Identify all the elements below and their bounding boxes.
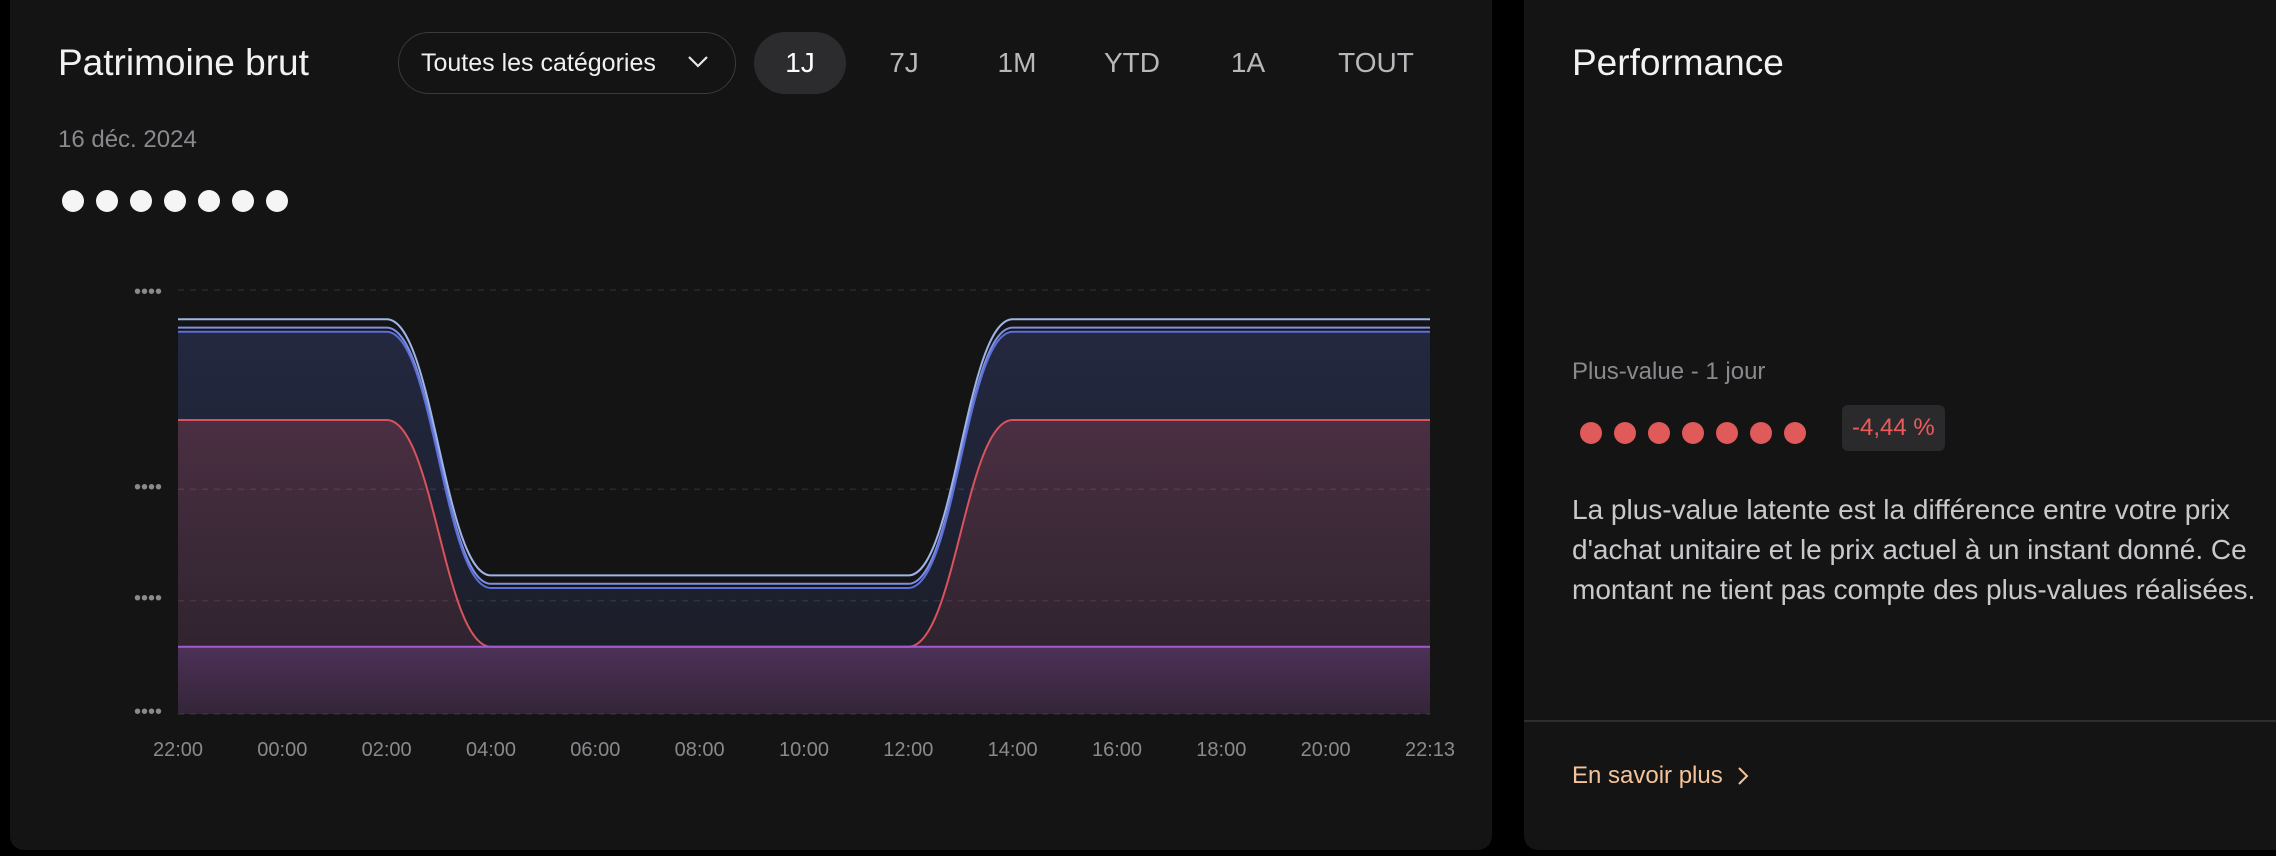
x-tick-label: 02:00: [362, 739, 412, 761]
performance-label: Plus-value - 1 jour: [1572, 358, 1766, 385]
range-label: 1J: [785, 47, 815, 78]
x-tick-label: 10:00: [779, 739, 829, 761]
mask-dot: [96, 190, 118, 212]
card-title: Performance: [1572, 42, 1784, 83]
patrimoine-chart: •••• •••• •••• •••• 22:00 00:00 02:00 04:00 06:0…: [134, 281, 1455, 761]
date-label: 16 déc. 2024: [58, 126, 197, 153]
x-tick-label: 22:13: [1405, 739, 1455, 761]
range-label: YTD: [1104, 47, 1160, 78]
category-select[interactable]: Toutes les catégories: [398, 32, 736, 94]
range-label: 1M: [997, 47, 1037, 78]
range-1m[interactable]: 1M: [962, 32, 1072, 94]
range-1j[interactable]: 1J: [754, 32, 846, 94]
learn-more-link[interactable]: En savoir plus: [1572, 762, 1749, 790]
x-tick-label: 16:00: [1092, 739, 1142, 761]
divider: [1524, 720, 2276, 722]
mask-dot: [1716, 422, 1738, 444]
mask-dot: [164, 190, 186, 212]
mask-dot: [1784, 422, 1806, 444]
range-tabs: 1J 7J 1M YTD 1A TOUT: [754, 32, 1448, 94]
series-area: [178, 420, 1430, 714]
range-label: TOUT: [1338, 47, 1414, 78]
x-tick-label: 20:00: [1301, 739, 1351, 761]
range-tout[interactable]: TOUT: [1304, 32, 1448, 94]
range-7j[interactable]: 7J: [846, 32, 962, 94]
learn-more-label: En savoir plus: [1572, 762, 1723, 789]
performance-description: La plus-value latente est la différence …: [1572, 494, 2256, 605]
mask-dot: [1580, 422, 1602, 444]
mask-dot: [1682, 422, 1704, 444]
masked-value: [62, 190, 288, 212]
performance-badge: -4,44 %: [1842, 405, 1945, 451]
x-tick-label: 08:00: [675, 739, 725, 761]
range-ytd[interactable]: YTD: [1072, 32, 1192, 94]
x-tick-label: 12:00: [883, 739, 933, 761]
chevron-right-icon: [1738, 767, 1749, 785]
series-area: [178, 646, 1430, 714]
x-tick-label: 18:00: [1196, 739, 1246, 761]
masked-performance-value: [1580, 422, 1806, 444]
range-1a[interactable]: 1A: [1192, 32, 1304, 94]
mask-dot: [232, 190, 254, 212]
chevron-down-icon: [688, 56, 708, 68]
mask-dot: [1648, 422, 1670, 444]
patrimoine-card: Patrimoine brut Toutes les catégories 1J…: [10, 0, 1492, 850]
mask-dot: [62, 190, 84, 212]
mask-dot: [1614, 422, 1636, 444]
y-tick-label: ••••: [134, 701, 162, 723]
y-tick-label: ••••: [134, 588, 162, 610]
x-tick-label: 04:00: [466, 739, 516, 761]
range-label: 7J: [889, 47, 919, 78]
x-tick-label: 14:00: [988, 739, 1038, 761]
mask-dot: [198, 190, 220, 212]
category-select-value: Toutes les catégories: [421, 48, 656, 77]
mask-dot: [266, 190, 288, 212]
x-tick-label: 06:00: [570, 739, 620, 761]
series-line: [177, 330, 1430, 589]
x-tick-label: 22:00: [153, 739, 203, 761]
card-title: Patrimoine brut: [58, 42, 309, 83]
performance-card: Performance Plus-value - 1 jour -4,44 % …: [1524, 0, 2276, 850]
series-line: [178, 326, 1430, 585]
y-tick-label: ••••: [134, 476, 162, 498]
range-label: 1A: [1230, 47, 1266, 78]
mask-dot: [130, 190, 152, 212]
x-tick-label: 00:00: [257, 739, 307, 761]
y-tick-label: ••••: [134, 281, 162, 303]
series-line: [178, 318, 1430, 577]
mask-dot: [1750, 422, 1772, 444]
